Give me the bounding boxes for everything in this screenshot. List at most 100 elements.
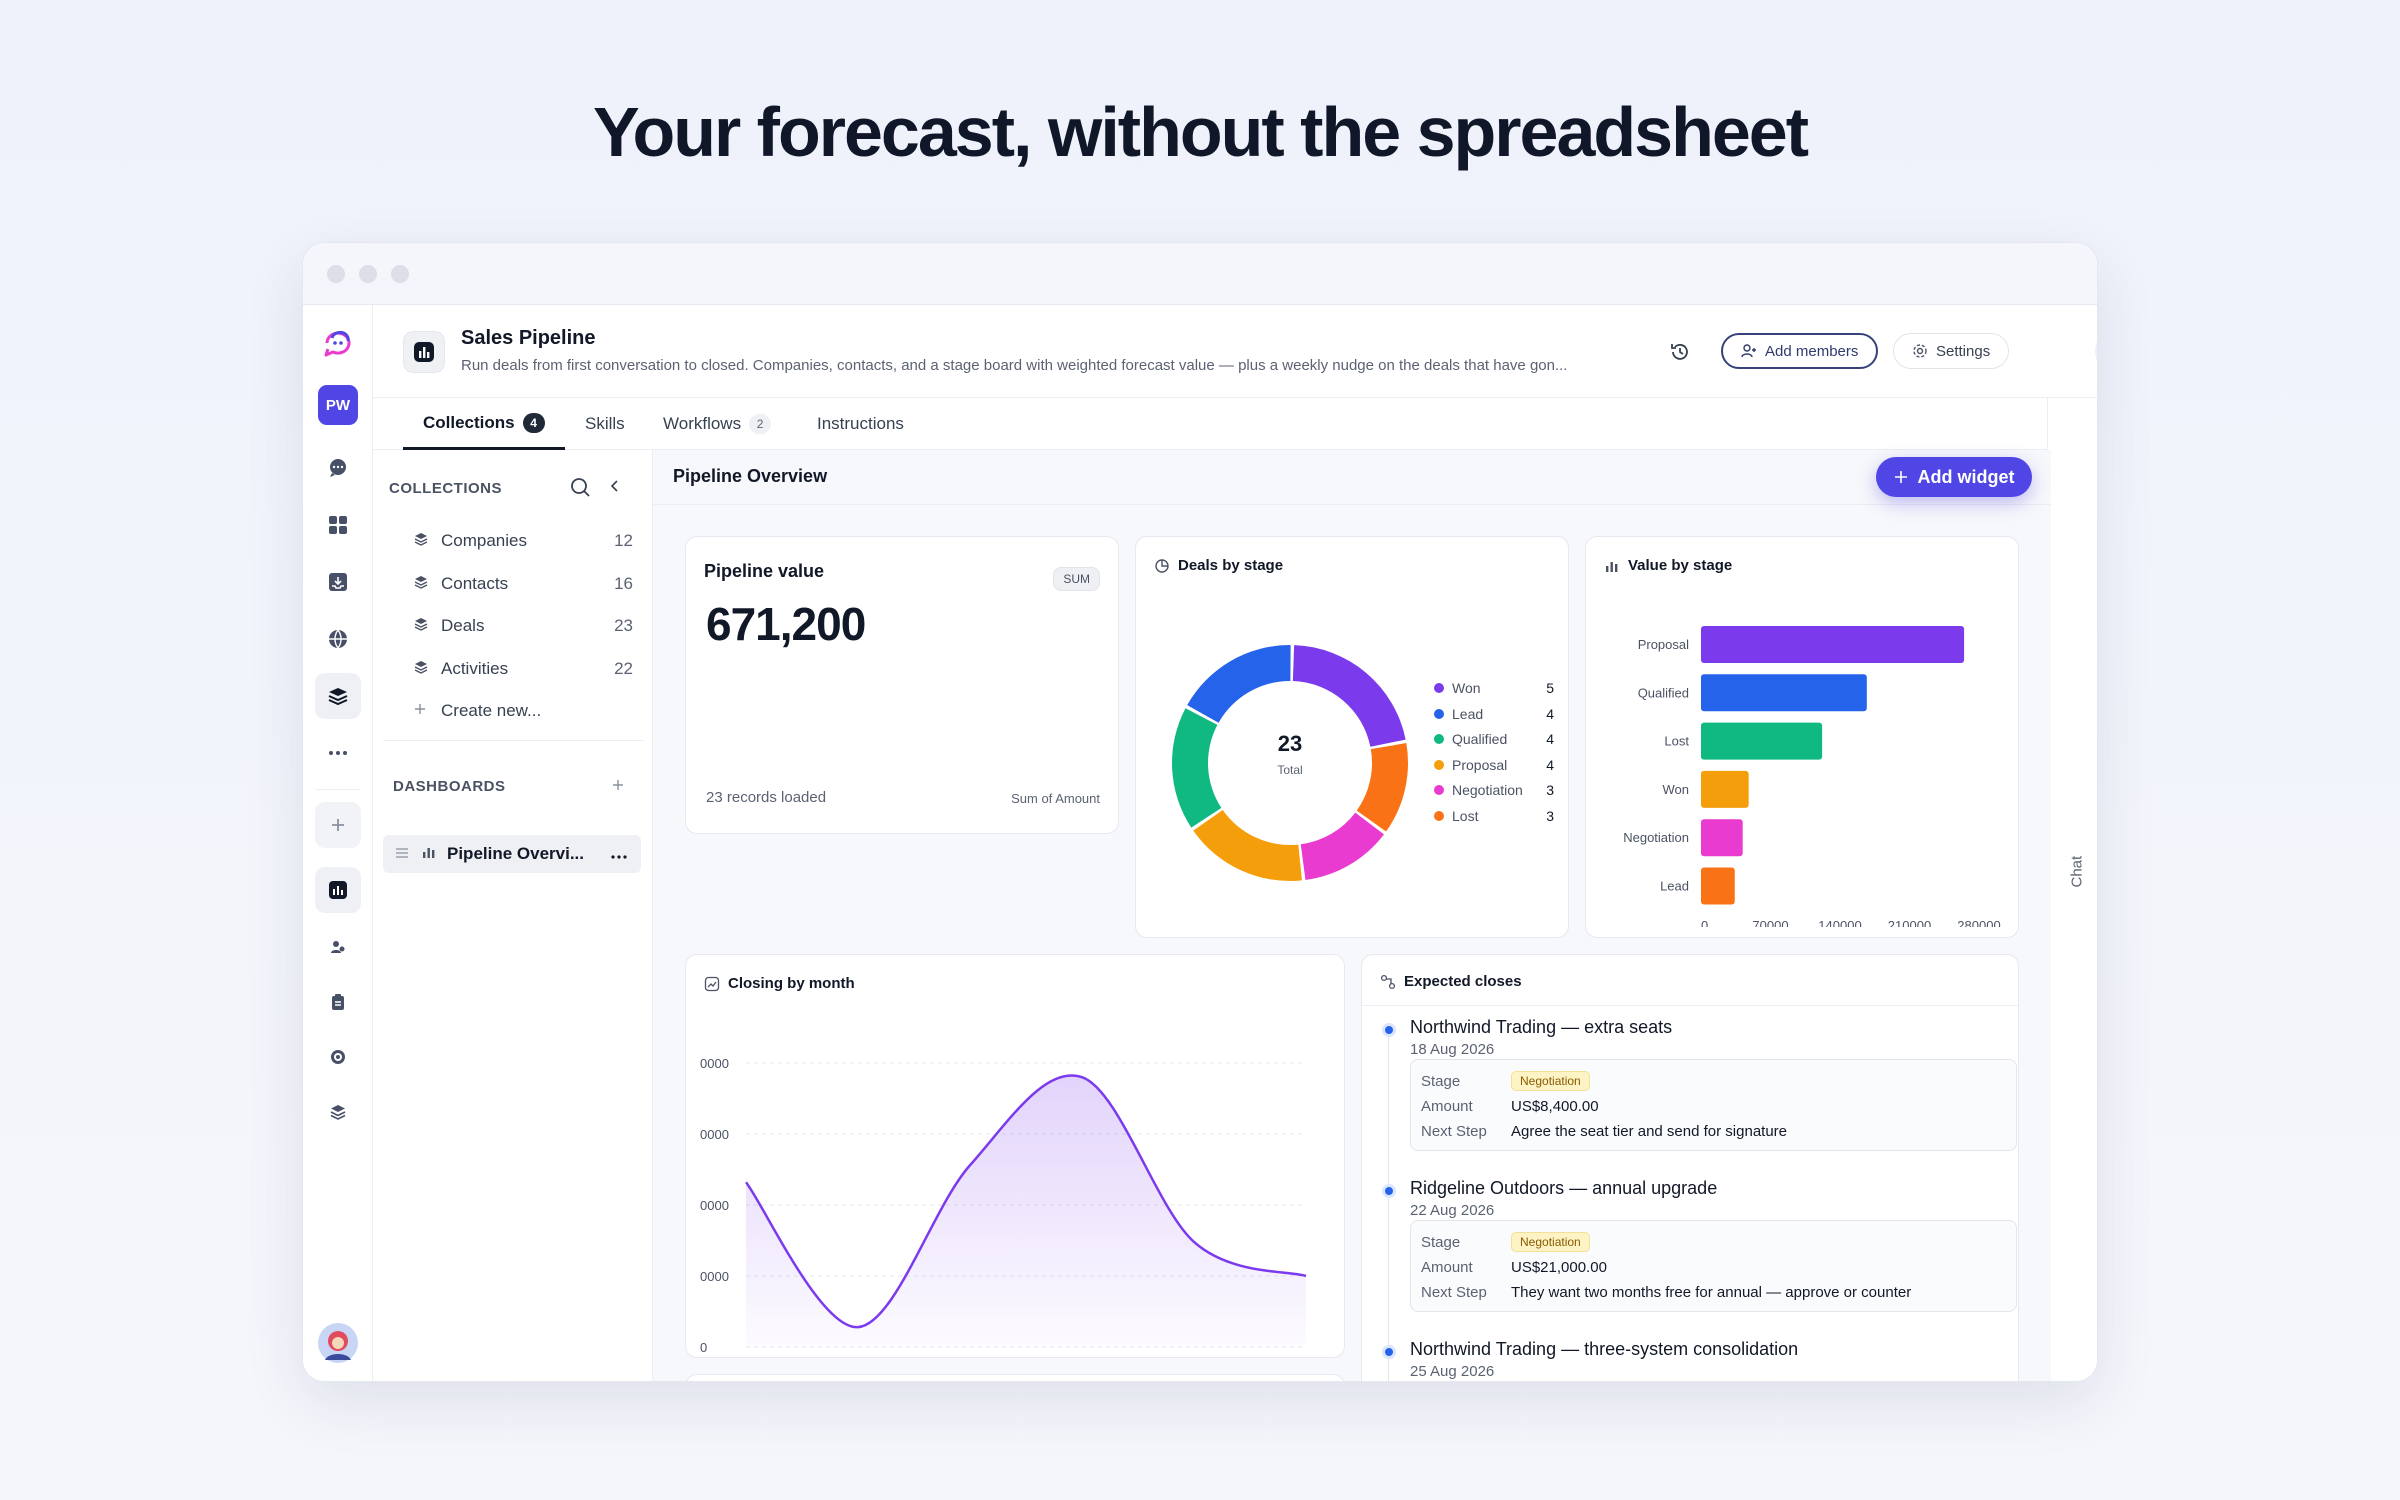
add-widget-button[interactable]: Add widget [1876,457,2032,497]
legend-item-proposal[interactable]: Proposal 4 [1434,755,1554,775]
logo-icon[interactable] [315,321,361,367]
donut-slice-negotiation[interactable] [1300,812,1384,880]
more-dots-icon[interactable] [315,730,361,776]
deal-name: Northwind Trading — three-system consoli… [1410,1339,1799,1359]
closing-by-month-card[interactable]: Closing by month 000000000000000002026-0… [685,954,1345,1358]
chat-bubble-icon[interactable] [315,445,361,491]
window-dot-close[interactable] [327,264,345,283]
collection-count: 22 [614,659,633,678]
next-step-key: Next Step [1421,1283,1487,1301]
sum-of-amount-text: Sum of Amount [1011,791,1100,806]
legend-swatch [1434,734,1444,744]
deal-date: 25 Aug 2026 [1410,1363,1495,1380]
search-icon[interactable] [569,476,591,503]
tab-workflows[interactable]: Workflows 2 [663,398,772,450]
bar-won[interactable] [1701,770,1749,808]
user-avatar[interactable] [315,1320,361,1366]
clipboard-icon[interactable] [315,979,361,1025]
bar-lost[interactable] [1701,722,1823,760]
legend-item-negotiation[interactable]: Negotiation 3 [1434,780,1554,800]
create-new-collection[interactable]: Create new... [413,693,633,729]
deals-by-stage-card[interactable]: Deals by stage 23 Total Won 5 Lead 4 Qualifi… [1135,536,1569,938]
bar-qualified[interactable] [1701,674,1867,712]
tab-label: Collections [423,412,515,432]
stage-key: Stage [1421,1233,1461,1251]
closing-by-month-area-chart: 000000000000000002026-062026-072026-0820… [700,1056,1307,1355]
line-chart-icon [704,976,720,991]
donut-slice-proposal[interactable] [1193,809,1302,881]
add-members-button[interactable]: Add members [1721,333,1879,369]
chat-panel-toggle[interactable]: Chat [2047,398,2097,1381]
expected-closes-card[interactable]: Expected closes Northwind Trading — extr… [1361,954,2019,1381]
dashboard-title: Pipeline Overview [673,466,828,486]
bell-icon[interactable] [2095,327,2097,375]
workspace-avatar[interactable]: PW [318,385,358,425]
apps-grid-icon[interactable] [315,502,361,548]
donut-slice-qualified[interactable] [1172,708,1222,828]
dashboard-item-pipeline-overview[interactable]: Pipeline Overvi... [383,835,641,873]
window-dot-maximize[interactable] [391,264,409,283]
donut-slice-lead[interactable] [1187,645,1291,723]
area-series-line[interactable] [745,1074,1307,1329]
value-by-stage-card[interactable]: Value by stage Proposal Qualified Lost Won N… [1585,536,2019,938]
settings-button[interactable]: Settings [1893,333,2010,369]
donut-slice-won[interactable] [1292,645,1406,747]
deal-date: 18 Aug 2026 [1410,1041,1495,1058]
drag-handle-icon[interactable] [395,844,421,864]
legend-item-lead[interactable]: Lead 4 [1434,704,1554,724]
legend-label: Won [1452,680,1481,696]
collection-item-companies[interactable]: Companies 12 [413,523,633,559]
more-options-icon[interactable] [611,844,627,864]
create-new-label: Create new... [441,701,542,720]
legend-item-won[interactable]: Won 5 [1434,678,1554,698]
donut-slice-lost[interactable] [1356,743,1408,832]
next-step-key: Next Step [1421,1122,1487,1140]
value-by-stage-bar-chart: Proposal Qualified Lost Won Negotiation Lead 0… [1623,626,2001,927]
layers-small-icon[interactable] [315,1089,361,1135]
sidebar-divider [383,740,643,741]
add-app-icon[interactable] [315,802,361,848]
bar-category-label: Proposal [1638,637,1689,652]
collapse-chevron-icon[interactable] [607,478,623,499]
history-icon[interactable] [1669,341,1691,368]
legend-swatch [1434,810,1444,821]
collection-count: 12 [614,531,633,550]
stack-icon [413,616,441,637]
page-headline: Your forecast, without the spreadsheet [592,93,1809,171]
stack-layers-icon[interactable] [315,673,361,719]
tab-collections[interactable]: Collections 4 [403,398,565,450]
tab-instructions[interactable]: Instructions [817,398,904,450]
app-window: PW Sales Pipeline Run deals from first c… [302,242,2098,1382]
bar-category-label: Qualified [1638,685,1689,700]
x-tick-label: 70000 [1752,918,1788,927]
area-fill [746,1075,1306,1347]
bar-proposal[interactable] [1701,626,1965,663]
dashboards-title: DASHBOARDS [393,778,506,795]
legend-label: Qualified [1452,731,1508,747]
window-chrome [303,243,2097,305]
bar-lead[interactable] [1701,867,1735,905]
inbox-icon[interactable] [315,559,361,605]
collection-item-contacts[interactable]: Contacts 16 [413,566,633,602]
legend-value: 4 [1546,705,1554,722]
tab-skills[interactable]: Skills [585,398,625,450]
globe-icon[interactable] [315,616,361,662]
y-tick-label: 0000 [700,1269,729,1284]
add-dashboard-icon[interactable] [611,778,625,797]
target-icon[interactable] [315,1034,361,1080]
legend-item-lost[interactable]: Lost 3 [1434,806,1554,826]
pipeline-value-card[interactable]: Pipeline value 671,200 SUM 23 records lo… [685,536,1119,834]
amount-value: US$21,000.00 [1511,1258,1607,1276]
window-dot-minimize[interactable] [359,264,377,283]
bar-negotiation[interactable] [1701,819,1743,857]
sales-pipeline-app-icon[interactable] [315,867,361,913]
collection-item-activities[interactable]: Activities 22 [413,651,633,687]
legend-swatch [1434,708,1444,719]
collection-item-deals[interactable]: Deals 23 [413,608,633,644]
rail-divider [315,789,361,790]
people-icon[interactable] [315,924,361,970]
collection-label: Contacts [441,574,509,593]
next-widget-card[interactable] [685,1374,1345,1381]
legend-item-qualified[interactable]: Qualified 4 [1434,729,1554,749]
closing-by-month-title: Closing by month [728,975,855,992]
